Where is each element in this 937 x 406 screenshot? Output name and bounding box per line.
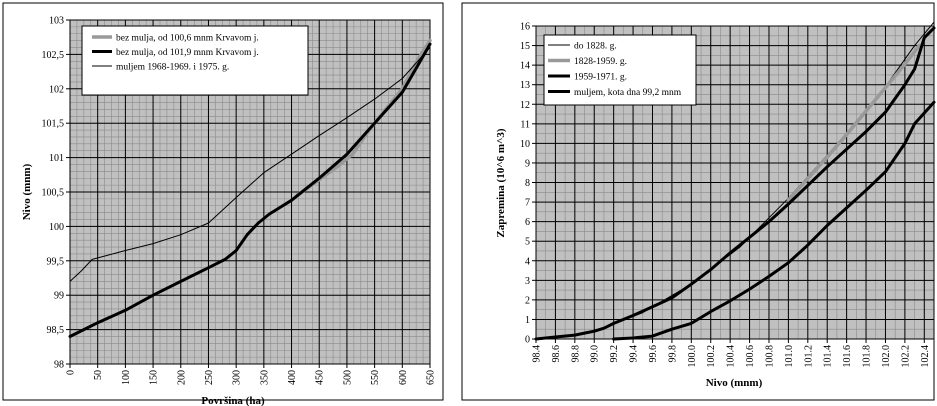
y-tick-label: 15	[520, 41, 530, 52]
y-tick-label: 13	[520, 80, 530, 91]
x-tick-label: 400	[287, 370, 298, 385]
x-tick-label: 100.0	[687, 345, 698, 368]
x-tick-label: 450	[315, 370, 326, 385]
x-tick-label: 101.4	[823, 345, 834, 368]
x-axis-title: Nivo (mnm)	[706, 377, 763, 389]
y-tick-label: 100,5	[42, 188, 65, 199]
y-axis-title: Nivo (mnm)	[21, 163, 33, 220]
y-tick-label: 6	[525, 217, 530, 228]
x-tick-label: 98.8	[570, 345, 581, 363]
legend: do 1828. g. 1828-1959. g. 1959-1971. g. mul…	[543, 34, 697, 106]
x-tick-label: 350	[259, 370, 270, 385]
series-line-4	[612, 100, 936, 341]
x-tick-label: 102.0	[881, 345, 892, 368]
x-tick-label: 98.6	[551, 345, 562, 363]
x-tick-label: 550	[370, 370, 381, 385]
legend-entry: do 1828. g.	[574, 42, 617, 52]
series-line-2	[786, 43, 922, 202]
y-tick-label: 12	[520, 100, 530, 111]
x-tick-label: 101.6	[842, 345, 853, 368]
x-tick-label: 102.4	[920, 345, 931, 368]
legend-entry: muljem 1968-1969. i 1975. g.	[116, 63, 229, 73]
x-tick-label: 50	[93, 370, 104, 380]
y-tick-label: 14	[520, 61, 530, 72]
legend-entry: 1828-1959. g.	[574, 57, 627, 67]
y-tick-label: 100	[49, 222, 64, 233]
x-tick-label: 100	[121, 370, 132, 385]
y-tick-label: 102	[49, 84, 64, 95]
y-tick-label: 10	[520, 139, 530, 150]
x-tick-label: 99.6	[648, 345, 659, 363]
y-tick-label: 2	[525, 295, 530, 306]
x-tick-label: 600	[398, 370, 409, 385]
x-tick-label: 200	[176, 370, 187, 385]
x-tick-label: 100.4	[726, 345, 737, 368]
y-tick-label: 101	[49, 153, 64, 164]
series-group	[534, 21, 936, 341]
x-tick-label: 250	[204, 370, 215, 385]
y-tick-label: 98,5	[47, 325, 65, 336]
series-line-3	[534, 26, 936, 341]
legend: bez mulja, od 100,6 mnm Krvavom j. bez mu…	[81, 25, 309, 96]
y-axis-title: Zapremina (10^6 m^3)	[495, 128, 507, 237]
x-tick-label: 99.0	[590, 345, 601, 363]
legend-box	[81, 25, 309, 96]
x-tick-label: 101.8	[862, 345, 873, 368]
y-tick-label: 7	[525, 198, 530, 209]
y-tick-label: 9	[525, 158, 530, 169]
x-tick-label: 99.2	[609, 345, 620, 363]
x-tick-label: 99.8	[667, 345, 678, 363]
legend-box	[543, 34, 697, 106]
x-tick-label: 99.4	[629, 345, 640, 363]
y-tick-label: 1	[525, 315, 530, 326]
x-tick-label: 100.8	[764, 345, 775, 368]
y-tick-label: 102,5	[42, 50, 65, 61]
y-tick-label: 103	[49, 16, 64, 27]
x-tick-label: 0	[66, 370, 77, 375]
x-tick-label: 150	[149, 370, 160, 385]
legend-entry: bez mulja, od 101,9 mnm Krvavom j.	[116, 48, 259, 58]
y-tick-label: 4	[525, 256, 530, 267]
legend-entry: 1959-1971. g.	[574, 73, 627, 83]
chart-1: 98 98,5 99 99,5 100 100,5 101 101,5 102 102,5 103 0…	[2, 2, 444, 406]
y-tick-label: 5	[525, 237, 530, 248]
major-grid	[535, 25, 934, 340]
series-group	[68, 38, 432, 338]
x-tick-label: 98.4	[532, 345, 543, 363]
legend-entry: bez mulja, od 100,6 mnm Krvavom j.	[116, 34, 259, 44]
y-tick-label: 16	[520, 22, 530, 33]
y-tick-label: 11	[520, 119, 530, 130]
y-tick-label: 8	[525, 178, 530, 189]
series-line-2	[68, 42, 432, 338]
y-tick-label: 101,5	[42, 119, 65, 130]
x-tick-label: 650	[426, 370, 437, 385]
x-tick-label: 100.6	[745, 345, 756, 368]
x-tick-label: 101.0	[784, 345, 795, 368]
y-tick-label: 99	[54, 291, 64, 302]
legend-entry: muljem, kota dna 99,2 mnm	[574, 88, 682, 98]
y-tick-label: 0	[525, 335, 530, 346]
y-tick-label: 3	[525, 276, 530, 287]
x-tick-label: 101.2	[803, 345, 814, 368]
x-axis-title: Površina (ha)	[201, 395, 265, 406]
x-tick-label: 100.2	[706, 345, 717, 368]
x-tick-label: 500	[342, 370, 353, 385]
y-tick-label: 98	[54, 360, 64, 371]
y-tick-label: 99,5	[47, 256, 65, 267]
x-tick-label: 102.2	[900, 345, 911, 368]
x-tick-label: 300	[232, 370, 243, 385]
series-line-3	[69, 47, 431, 282]
